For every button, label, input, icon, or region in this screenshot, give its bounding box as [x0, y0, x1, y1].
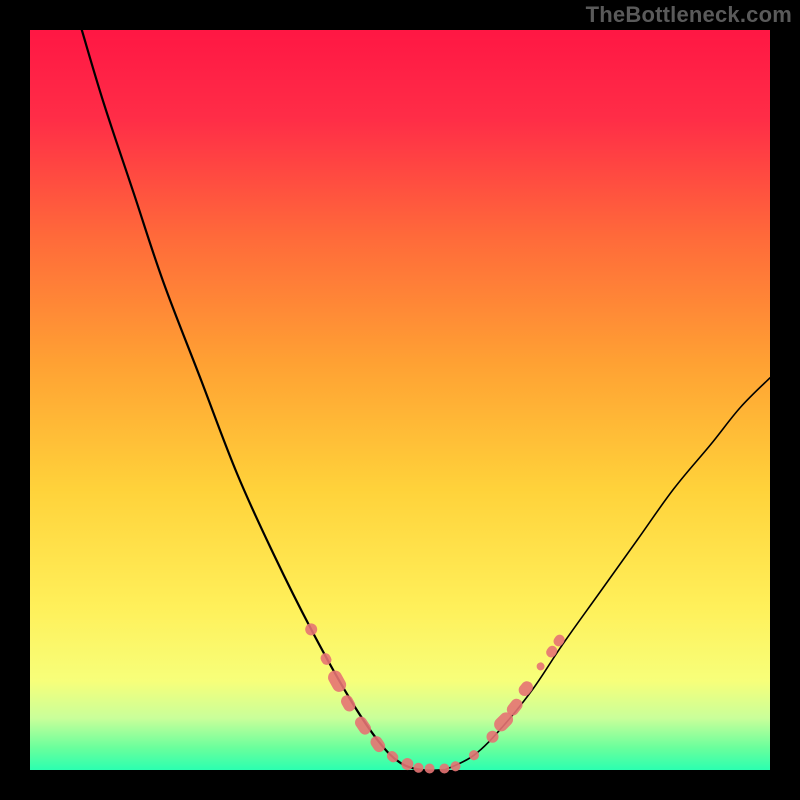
- marker-point: [425, 764, 435, 774]
- marker-point: [439, 764, 449, 774]
- bottleneck-chart: [0, 0, 800, 800]
- watermark-text: TheBottleneck.com: [586, 2, 792, 28]
- chart-container: TheBottleneck.com: [0, 0, 800, 800]
- plot-area: [30, 30, 770, 770]
